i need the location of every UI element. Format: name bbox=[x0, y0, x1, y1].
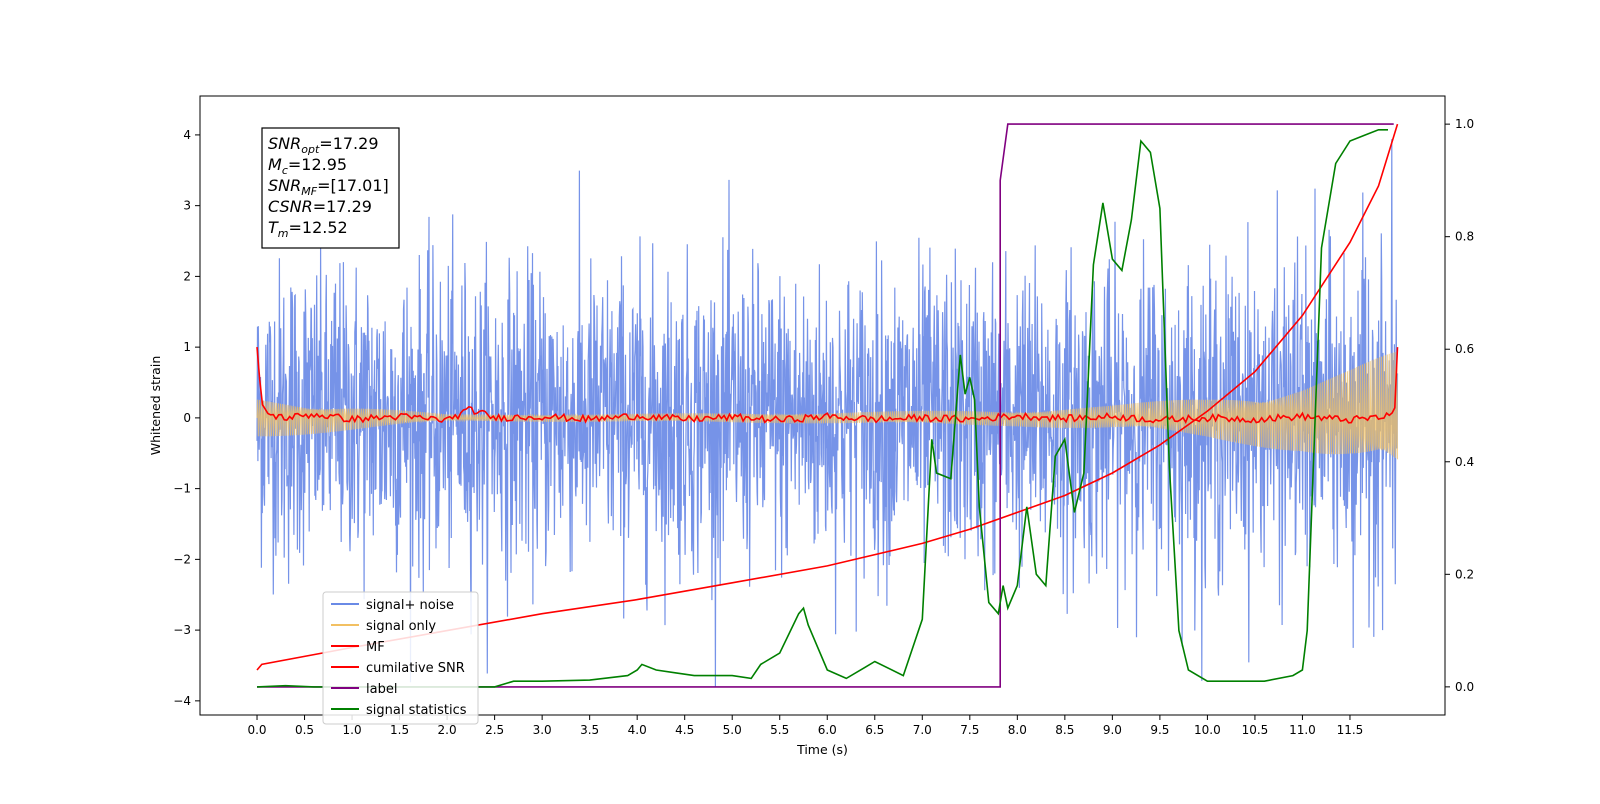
x-tick-label: 3.0 bbox=[533, 723, 552, 737]
y-tick-label: 4 bbox=[183, 128, 191, 142]
x-tick-label: 10.5 bbox=[1242, 723, 1269, 737]
x-tick-label: 7.0 bbox=[913, 723, 932, 737]
legend-label: MF bbox=[366, 640, 385, 655]
x-tick-label: 9.0 bbox=[1103, 723, 1122, 737]
x-tick-label: 9.5 bbox=[1150, 723, 1169, 737]
x-tick-label: 2.0 bbox=[438, 723, 457, 737]
x-tick-label: 4.5 bbox=[675, 723, 694, 737]
y-tick-label: 1 bbox=[183, 340, 191, 354]
annotation-box bbox=[261, 127, 400, 249]
annotation-line: Mc=12.95 bbox=[268, 155, 347, 177]
annotation-line: SNRMF=[17.01] bbox=[268, 176, 389, 198]
x-tick-label: 3.5 bbox=[580, 723, 599, 737]
legend-label: signal statistics bbox=[366, 703, 467, 718]
legend-box bbox=[322, 591, 479, 725]
x-tick-label: 2.5 bbox=[485, 723, 504, 737]
series-signal-only bbox=[256, 351, 1398, 460]
x-tick-label: 8.5 bbox=[1055, 723, 1074, 737]
annotation-line: Tm=12.52 bbox=[268, 218, 348, 240]
legend-label: cumilative SNR bbox=[366, 661, 465, 676]
x-tick-label: 7.5 bbox=[960, 723, 979, 737]
x-tick-label: 11.5 bbox=[1337, 723, 1364, 737]
x-tick-label: 1.5 bbox=[390, 723, 409, 737]
y2-tick-label: 0.8 bbox=[1455, 230, 1474, 244]
y-tick-label: −1 bbox=[173, 482, 191, 496]
y2-tick-label: 0.0 bbox=[1455, 680, 1474, 694]
x-tick-label: 6.5 bbox=[865, 723, 884, 737]
y2-tick-label: 0.4 bbox=[1455, 455, 1474, 469]
x-tick-label: 11.0 bbox=[1289, 723, 1316, 737]
y-tick-label: 0 bbox=[183, 411, 191, 425]
legend-label: signal+ noise bbox=[366, 598, 454, 613]
y2-tick-label: 0.6 bbox=[1455, 342, 1474, 356]
y-tick-label: 2 bbox=[183, 269, 191, 283]
x-tick-label: 6.0 bbox=[818, 723, 837, 737]
annotation-line: SNRopt=17.29 bbox=[268, 134, 379, 156]
x-tick-label: 0.0 bbox=[247, 723, 266, 737]
y2-tick-label: 0.2 bbox=[1455, 567, 1474, 581]
x-tick-label: 10.0 bbox=[1194, 723, 1221, 737]
legend-label: signal only bbox=[366, 619, 436, 634]
x-tick-label: 1.0 bbox=[343, 723, 362, 737]
x-tick-label: 4.0 bbox=[628, 723, 647, 737]
series-label bbox=[257, 123, 1394, 688]
x-tick-label: 0.5 bbox=[295, 723, 314, 737]
x-tick-label: 5.5 bbox=[770, 723, 789, 737]
legend-label: label bbox=[366, 682, 397, 697]
series-signal-statistics bbox=[256, 129, 1388, 688]
y2-tick-label: 1.0 bbox=[1455, 117, 1474, 131]
plot-frame bbox=[199, 95, 1446, 716]
y-axis-label: Whitened strain bbox=[148, 356, 163, 455]
x-tick-label: 5.0 bbox=[723, 723, 742, 737]
x-tick-label: 8.0 bbox=[1008, 723, 1027, 737]
y-tick-label: −2 bbox=[173, 552, 191, 566]
annotation-line: CSNR=17.29 bbox=[268, 197, 372, 216]
y-tick-label: 3 bbox=[183, 199, 191, 213]
x-axis-label: Time (s) bbox=[796, 742, 848, 757]
y-tick-label: −4 bbox=[173, 694, 191, 708]
series-mf bbox=[256, 347, 1399, 425]
y-tick-label: −3 bbox=[173, 623, 191, 637]
